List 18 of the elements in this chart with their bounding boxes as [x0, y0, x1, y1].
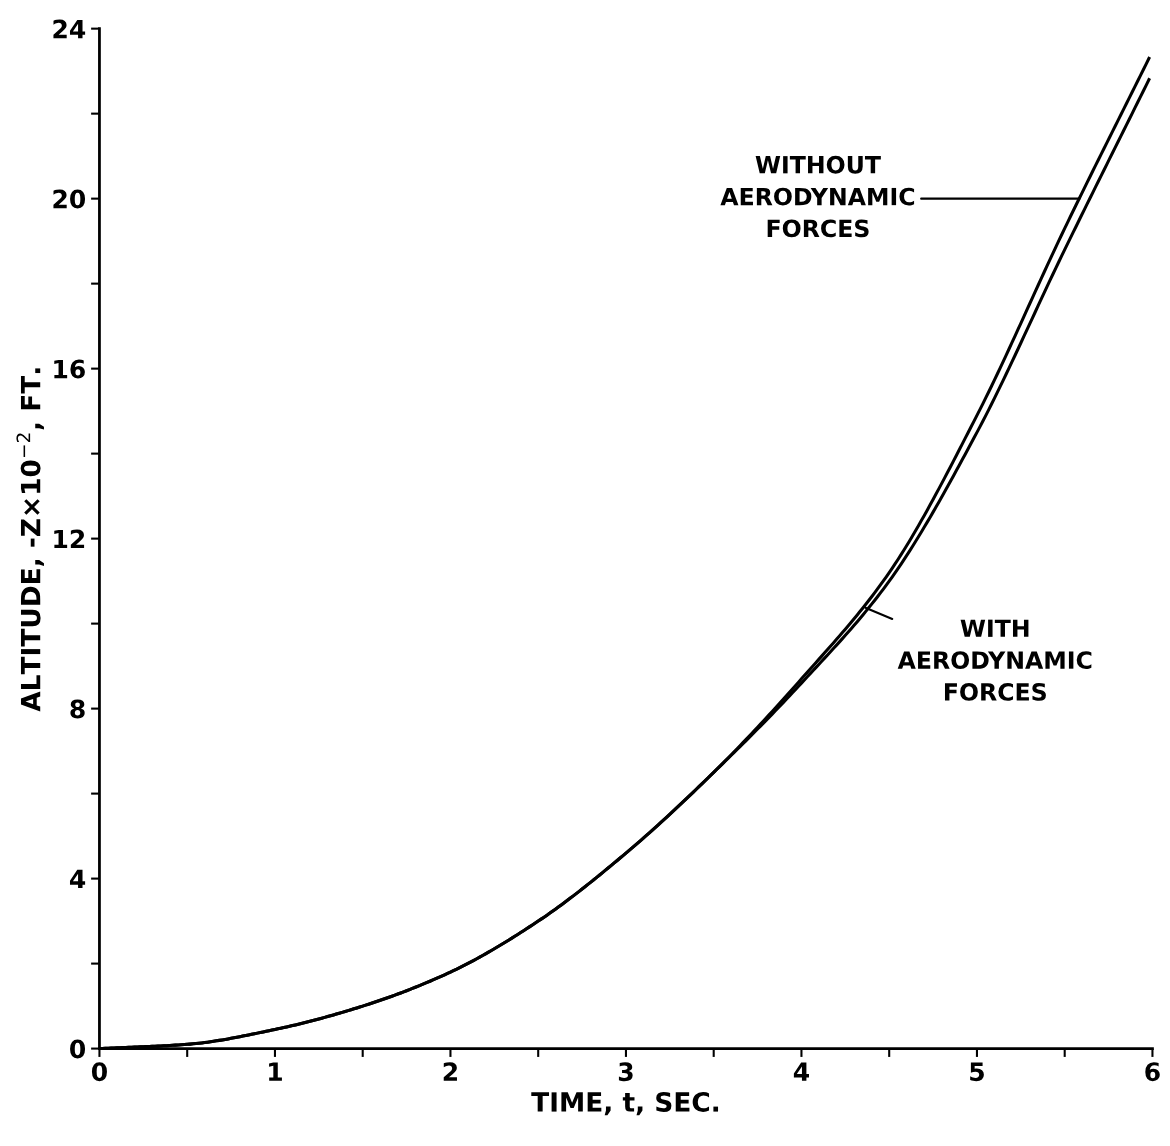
y-tick-label: 0 [70, 1039, 86, 1059]
x-tick-label: 6 [1145, 1062, 1160, 1082]
x-tick-label: 5 [970, 1062, 984, 1082]
x-tick-label: 4 [793, 1062, 809, 1081]
x-tick-label: 3 [618, 1062, 633, 1082]
y-tick-label: 16 [54, 359, 85, 379]
annotation: WITHOUT AERODYNAMIC FORCES [720, 155, 915, 238]
y-tick-label: 24 [53, 19, 86, 39]
x-tick-label: 0 [91, 1062, 107, 1082]
x-tick-label: 1 [269, 1062, 282, 1081]
x-tick-label: 2 [443, 1062, 457, 1081]
y-tick-label: 4 [69, 869, 86, 889]
x-axis-title: TIME, t, SEC. [531, 1092, 719, 1116]
y-axis-title: ALTITUDE, -Z×10$^{−2}$, FT. [16, 368, 44, 712]
y-tick-label: 12 [54, 529, 85, 549]
y-tick-label: 8 [70, 699, 85, 719]
y-tick-label: 20 [53, 189, 86, 209]
annotation: WITH AERODYNAMIC FORCES [897, 619, 1092, 701]
